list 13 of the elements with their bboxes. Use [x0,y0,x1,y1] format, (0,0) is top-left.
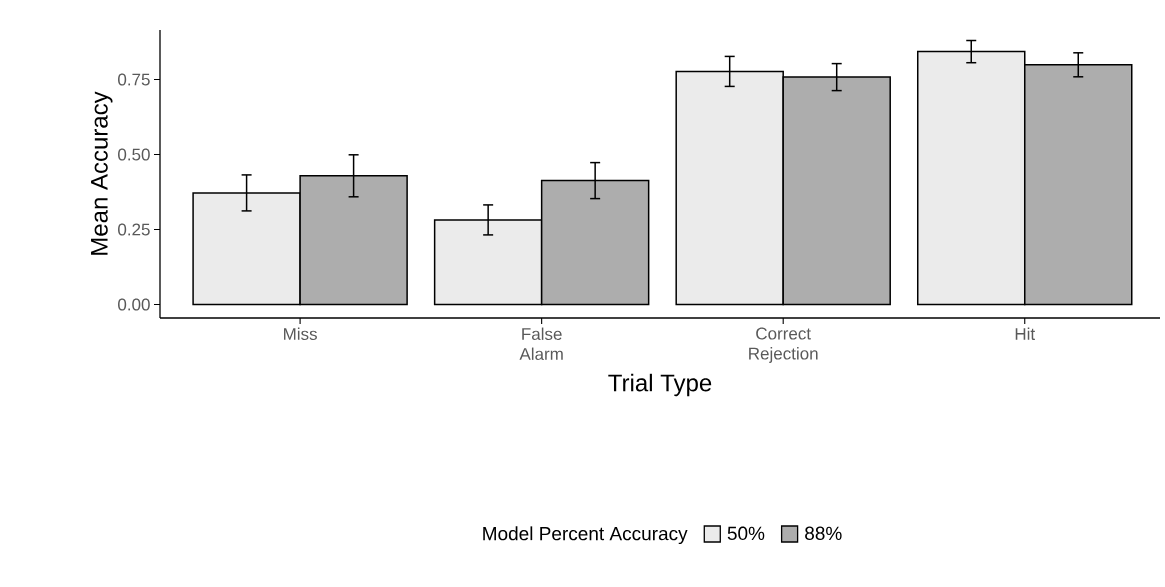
legend-title: Model Percent Accuracy [483,526,688,545]
x-tick-label: Hit [1015,327,1035,340]
y-tick-label: 0.00 [118,298,150,311]
x-axis-title: Trial Type [608,373,712,397]
y-tick-label: 0.50 [118,148,150,161]
x-tick-label: False Alarm [519,327,563,361]
x-tick-label: Correct Rejection [749,327,818,363]
y-axis-title: Mean Accuracy [91,91,113,255]
y-tick-label: 0.75 [118,73,150,86]
legend-label: 50% [727,526,765,541]
y-tick-label: 0.25 [118,223,150,236]
x-tick-label: Miss [284,327,317,341]
legend-label: 88% [805,526,842,541]
